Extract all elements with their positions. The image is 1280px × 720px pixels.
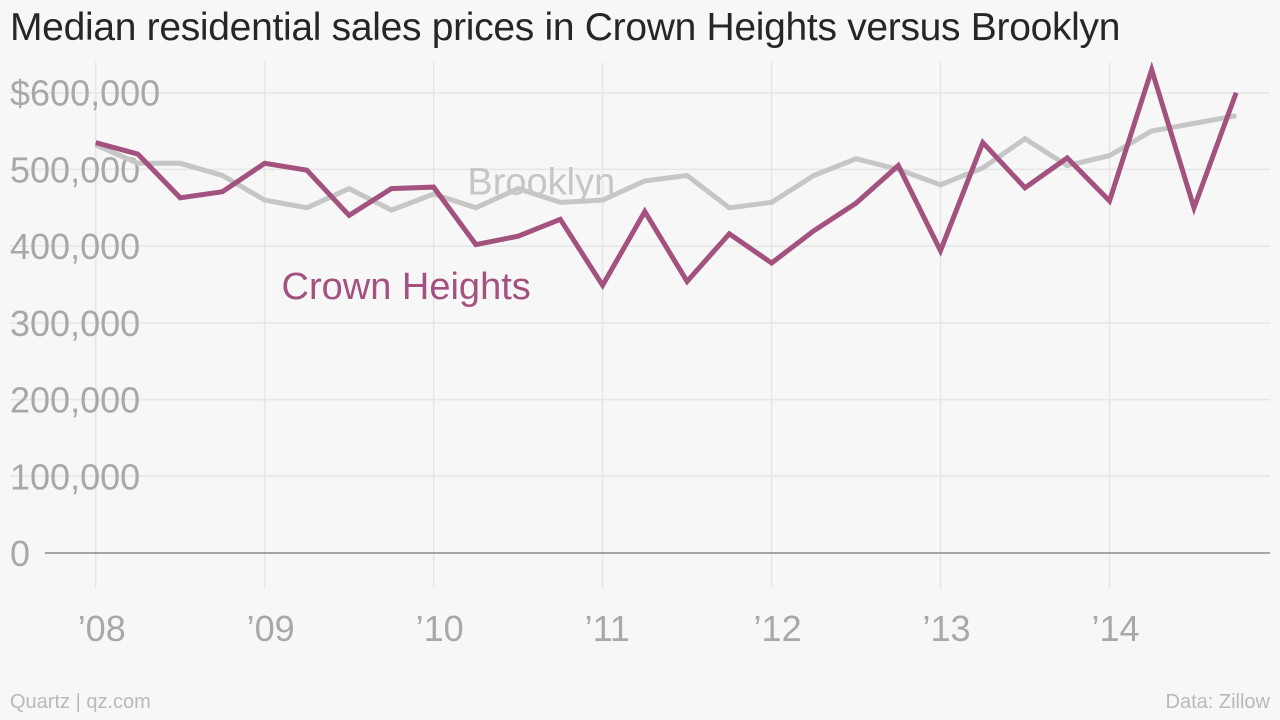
- x-tick-label: ’12: [754, 608, 802, 649]
- series-labels: Brooklyn Crown Heights: [282, 162, 616, 308]
- footer-data-source: Data: Zillow: [1165, 691, 1270, 713]
- x-tick-label: ’08: [78, 608, 126, 649]
- y-tick-label: 400,000: [10, 226, 140, 267]
- x-tick-label: ’09: [247, 608, 295, 649]
- series-label-crown-heights: Crown Heights: [282, 266, 531, 308]
- x-tick-label: ’10: [416, 608, 464, 649]
- axes: 0100,000200,000300,000400,000500,000$600…: [10, 73, 1270, 649]
- series-lines: [94, 61, 1239, 291]
- y-tick-label: 200,000: [10, 380, 140, 421]
- series-line-brooklyn: [94, 113, 1237, 213]
- grid-lines: [10, 62, 1270, 588]
- x-tick-label: ’11: [585, 608, 630, 649]
- y-tick-label: $600,000: [10, 73, 160, 114]
- series-label-brooklyn: Brooklyn: [467, 162, 615, 204]
- y-tick-label: 300,000: [10, 303, 140, 344]
- footer-credit: Quartz | qz.com: [10, 691, 151, 713]
- chart-title: Median residential sales prices in Crown…: [10, 6, 1121, 49]
- x-tick-label: ’13: [923, 608, 971, 649]
- series-line-crown-heights: [95, 61, 1239, 291]
- y-tick-label: 100,000: [10, 456, 140, 497]
- x-tick-label: ’14: [1091, 608, 1139, 649]
- y-tick-label: 0: [10, 533, 30, 574]
